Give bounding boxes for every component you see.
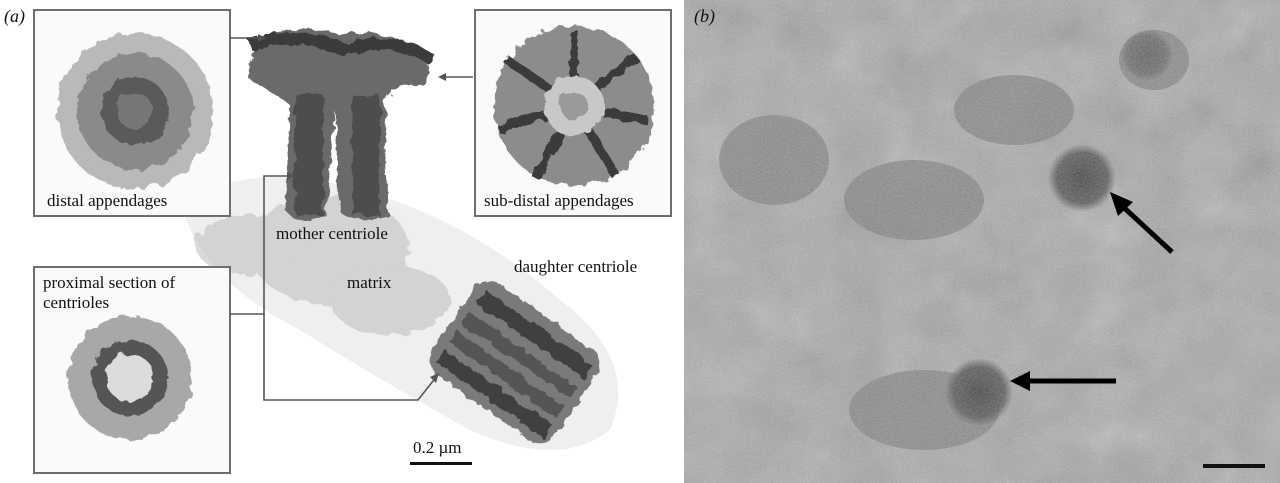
mother-centriole-label: mother centriole <box>276 224 388 243</box>
pointer-lines <box>229 34 473 401</box>
distal-appendages-caption: distal appendages <box>47 191 168 210</box>
panel-b-label: (b) <box>694 6 715 26</box>
matrix-label: matrix <box>347 273 392 292</box>
panel-b-micrograph: (b) <box>684 0 1280 483</box>
proximal-section-inset: proximal section of centrioles <box>33 266 231 474</box>
arrow-icon <box>1110 192 1174 254</box>
daughter-centriole-label: daughter centriole <box>514 257 638 276</box>
sub-distal-appendages-inset: sub-distal appendages <box>474 9 672 217</box>
panel-a: (a) <box>4 6 672 474</box>
arrow-icon <box>1010 371 1116 391</box>
scale-bar-a <box>410 462 472 465</box>
centriole-micrograph <box>180 28 619 450</box>
scale-bar-b <box>1203 464 1265 468</box>
scale-bar-label: 0.2 µm <box>413 438 462 457</box>
distal-appendages-inset: distal appendages <box>33 9 231 217</box>
proximal-section-caption: proximal section of centrioles <box>43 273 176 312</box>
panel-a-label: (a) <box>4 6 25 26</box>
sub-distal-appendages-caption: sub-distal appendages <box>484 191 634 210</box>
